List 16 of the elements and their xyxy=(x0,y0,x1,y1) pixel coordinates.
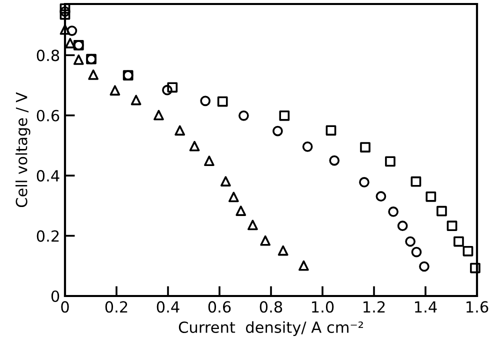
x-tick-label: 1.0 xyxy=(312,301,334,313)
y-axis-title: Cell voltage / V xyxy=(16,92,30,208)
y-tick-label: 0 xyxy=(51,290,60,302)
y-tick-label: 0.8 xyxy=(36,50,60,62)
x-tick-label: 0.2 xyxy=(105,301,128,313)
y-tick-label: 0.2 xyxy=(36,230,59,242)
x-tick-label: 0.4 xyxy=(156,301,180,313)
y-tick-label: 0.4 xyxy=(36,170,60,182)
x-tick-label: 1.6 xyxy=(466,301,488,313)
x-tick-label: 1.2 xyxy=(364,301,385,312)
x-tick-label: 0.6 xyxy=(208,301,231,313)
x-tick-label: 1.4 xyxy=(415,301,437,312)
x-tick-label: 0 xyxy=(61,301,69,313)
y-tick-label: 0.6 xyxy=(36,110,60,122)
x-axis-title: Current density/ A cm⁻² xyxy=(178,321,363,336)
x-tick-label: 0.8 xyxy=(260,301,282,313)
